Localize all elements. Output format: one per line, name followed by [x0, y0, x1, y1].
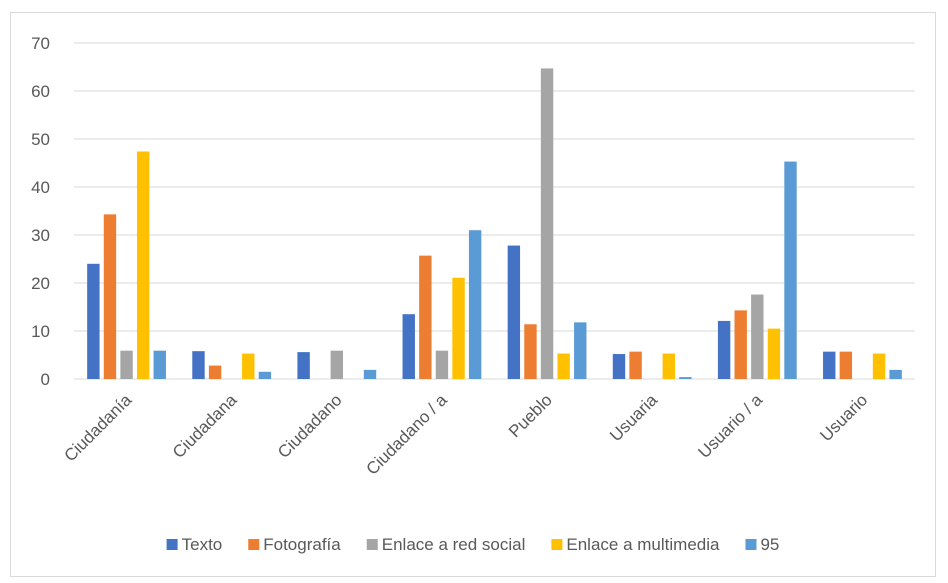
legend-swatch	[745, 539, 757, 550]
x-tick-label: Usuaria	[606, 390, 661, 445]
x-axis-ticks: Ciudadanía Ciudadana Ciudadano Ciudadano / …	[60, 390, 871, 479]
bar-95-1	[258, 371, 272, 379]
bar-enlace-a-multimedia-7	[872, 353, 886, 379]
legend-label: Enlace a multimedia	[566, 535, 720, 554]
chart-frame: 0 10 20 30 40 50 60 70 Ciudadanía Ciudadana Ciuda…	[10, 12, 936, 577]
bar-enlace-a-multimedia-1	[242, 353, 255, 379]
y-tick-label: 30	[31, 226, 50, 245]
bar-enlace-a-multimedia-6	[767, 328, 781, 379]
x-tick-label: Usuario	[816, 390, 871, 445]
legend-swatch	[248, 539, 260, 550]
legend-label: Enlace a red social	[382, 535, 526, 554]
legend-item: Texto	[166, 535, 223, 554]
bar-texto-4	[507, 245, 521, 379]
x-tick-label: Ciudadanía	[60, 390, 135, 465]
bar-95-5	[679, 377, 692, 379]
y-tick-label: 10	[31, 322, 50, 341]
bar-enlace-a-multimedia-4	[557, 353, 570, 379]
legend-item: Enlace a red social	[366, 535, 526, 554]
bar-95-0	[153, 350, 166, 379]
bar-fotograf-a-0	[103, 214, 117, 379]
x-tick-label: Ciudadano	[274, 390, 346, 462]
bar-fotograf-a-5	[629, 351, 642, 379]
legend-item: 95	[745, 535, 779, 554]
bar-fotograf-a-1	[208, 365, 222, 379]
bars	[87, 68, 902, 379]
legend-item: Fotografía	[248, 535, 341, 554]
y-axis-ticks: 0 10 20 30 40 50 60 70	[31, 34, 50, 389]
legend-swatch	[166, 539, 178, 550]
legend-item: Enlace a multimedia	[551, 535, 720, 554]
legend-label: Texto	[182, 535, 223, 554]
bar-enlace-a-multimedia-0	[136, 151, 150, 379]
y-tick-label: 0	[41, 370, 50, 389]
y-tick-label: 70	[31, 34, 50, 53]
y-tick-label: 40	[31, 178, 50, 197]
bar-fotograf-a-4	[524, 324, 537, 379]
bar-95-3	[468, 230, 482, 379]
gridlines	[74, 42, 915, 380]
bar-95-7	[889, 369, 902, 379]
y-tick-label: 50	[31, 130, 50, 149]
bar-texto-3	[402, 314, 415, 379]
legend-swatch	[366, 539, 378, 550]
x-tick-label: Ciudadana	[169, 390, 241, 462]
bar-texto-6	[717, 320, 731, 379]
bar-enlace-a-red-social-0	[120, 350, 133, 379]
bar-texto-7	[823, 351, 836, 379]
legend-label: Fotografía	[263, 535, 341, 554]
bar-fotograf-a-3	[419, 255, 432, 379]
x-tick-label: Ciudadano / a	[362, 390, 451, 479]
legend-swatch	[551, 539, 563, 550]
bar-enlace-a-red-social-3	[435, 350, 449, 379]
bar-95-2	[363, 369, 377, 379]
bar-enlace-a-multimedia-5	[662, 353, 675, 379]
bar-enlace-a-red-social-4	[540, 68, 554, 379]
bar-fotograf-a-7	[839, 351, 853, 379]
bar-texto-0	[87, 263, 100, 379]
bar-fotograf-a-6	[734, 310, 747, 379]
bar-enlace-a-red-social-2	[330, 350, 344, 379]
y-tick-label: 60	[31, 82, 50, 101]
bar-texto-1	[192, 351, 205, 379]
legend-label: 95	[760, 535, 779, 554]
bar-95-6	[784, 161, 797, 379]
bar-enlace-a-multimedia-3	[452, 277, 465, 379]
legend: Texto Fotografía Enlace a red social Enlace…	[166, 535, 779, 554]
bar-texto-2	[297, 352, 310, 379]
bar-enlace-a-red-social-6	[751, 294, 764, 379]
x-tick-label: Usuario / a	[695, 390, 767, 462]
x-tick-label: Pueblo	[505, 390, 556, 441]
bar-texto-5	[612, 354, 626, 379]
bar-95-4	[574, 322, 587, 379]
y-tick-label: 20	[31, 274, 50, 293]
